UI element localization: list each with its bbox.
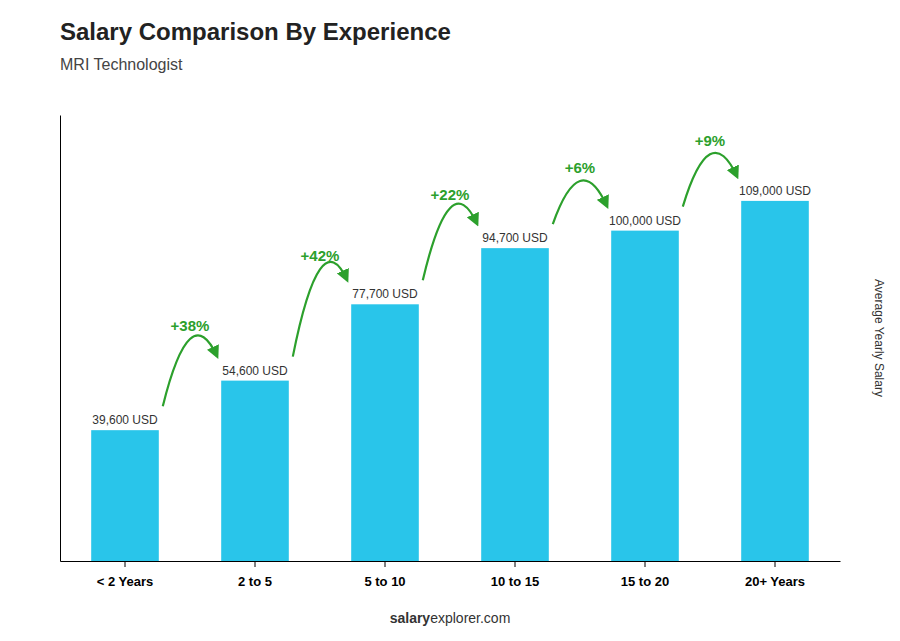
y-axis-line [60,116,61,562]
data-label: 77,700 USD [352,287,418,301]
x-axis: < 2 Years 2 to 5 5 to 10 10 to 15 15 to 20 20… [61,561,841,589]
x-tick: 20+ Years [745,561,805,589]
bar [611,231,679,561]
data-label: 100,000 USD [609,214,681,228]
change-arrow [163,335,217,406]
change-arrow [553,180,607,224]
x-tick-label: < 2 Years [97,574,154,589]
change-arrow [293,262,347,357]
bar [91,430,159,561]
bar [221,381,289,561]
x-tick-mark [645,561,646,567]
x-tick: 5 to 10 [364,561,405,589]
footer-part: salary [390,610,431,626]
subtitle: MRI Technologist [60,56,183,73]
annotation: +9% [695,132,725,149]
plot-area: < 2 Years 2 to 5 5 to 10 10 to 15 15 to 20 20… [61,116,841,589]
data-label: 54,600 USD [222,364,288,378]
bar [481,248,549,561]
data-label: 109,000 USD [739,184,811,198]
x-tick-mark [385,561,386,567]
data-labels: 39,600 USD 54,600 USD 77,700 USD 94,700 USD… [92,184,811,427]
footer: salaryexplorer.com [390,610,511,626]
change-arrow [683,153,737,207]
x-tick-label: 2 to 5 [238,574,272,589]
x-tick: < 2 Years [97,561,154,589]
annotation: +38% [171,317,210,334]
bars [91,201,809,561]
data-label: 39,600 USD [92,413,158,427]
change-arrow [423,204,477,281]
x-tick-mark [775,561,776,567]
x-tick-label: 15 to 20 [621,574,669,589]
x-axis-line [61,561,841,562]
x-tick-mark [255,561,256,567]
x-tick-mark [515,561,516,567]
data-label: 94,700 USD [482,231,548,245]
footer-part: explorer.com [430,610,510,626]
annotation: +22% [431,186,470,203]
y-axis-title: Average Yearly Salary [872,279,886,397]
annotation: +42% [301,247,340,264]
x-tick-label: 10 to 15 [491,574,539,589]
x-tick-label: 20+ Years [745,574,805,589]
annotation: +6% [565,159,595,176]
x-tick-mark [125,561,126,567]
bar [741,201,809,561]
x-tick-label: 5 to 10 [364,574,405,589]
x-tick: 15 to 20 [621,561,669,589]
x-tick: 10 to 15 [491,561,539,589]
y-axis [60,116,61,562]
bar [351,304,419,561]
change-annotations: +38% +42% +22% +6% +9% [163,132,737,406]
title: Salary Comparison By Experience [60,18,451,45]
chart-svg: Salary Comparison By Experience MRI Techn… [0,0,900,641]
x-tick: 2 to 5 [238,561,272,589]
